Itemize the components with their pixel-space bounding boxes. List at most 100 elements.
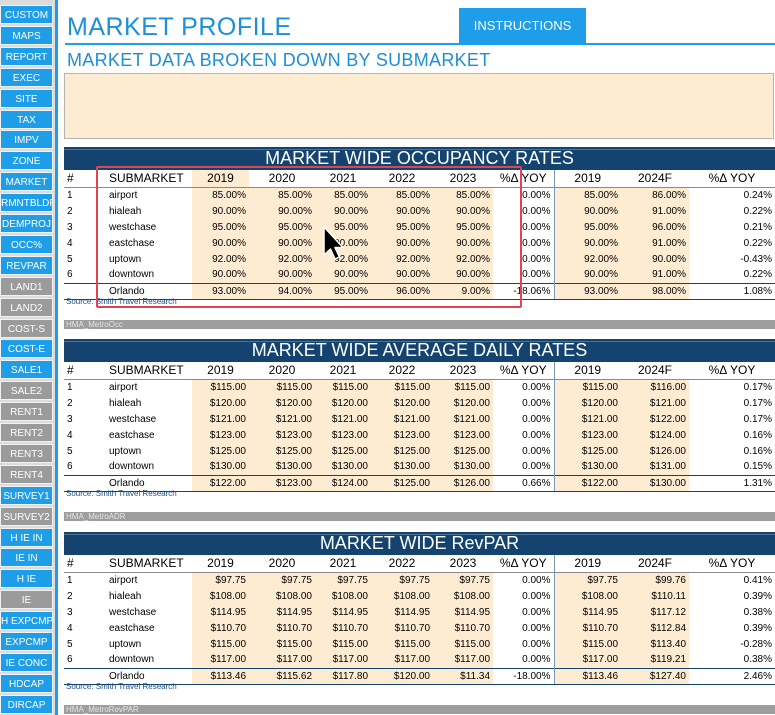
table-cell[interactable]: $115.00 bbox=[315, 636, 371, 652]
table-cell[interactable]: $113.46 bbox=[553, 667, 621, 685]
table-cell[interactable]: 0.00% bbox=[522, 413, 551, 425]
table-cell[interactable]: 0.41% bbox=[743, 574, 772, 586]
table-cell[interactable]: $97.75 bbox=[433, 572, 493, 588]
sidebar-button-h-ie[interactable]: H IE bbox=[0, 569, 53, 589]
sheet-tab-bar[interactable]: HMA_MetroRevPAR bbox=[64, 705, 775, 714]
table-cell[interactable]: 0.00% bbox=[522, 269, 551, 281]
table-cell[interactable]: $121.00 bbox=[371, 411, 433, 427]
table-cell[interactable]: $130.00 bbox=[249, 459, 315, 475]
sidebar-button-cost-e[interactable]: COST-E bbox=[0, 339, 53, 359]
table-cell[interactable]: 85.00% bbox=[433, 187, 493, 203]
table-cell[interactable]: $115.00 bbox=[192, 379, 249, 395]
table-cell[interactable]: 95.00% bbox=[315, 282, 371, 300]
table-cell[interactable]: Orlando bbox=[104, 474, 192, 492]
table-cell[interactable]: airport bbox=[109, 574, 138, 586]
table-cell[interactable]: 0.00% bbox=[522, 205, 551, 217]
table-cell[interactable]: $97.75 bbox=[192, 572, 249, 588]
table-cell[interactable]: $113.46 bbox=[192, 667, 249, 685]
table-cell[interactable]: 95.00% bbox=[371, 219, 433, 235]
table-cell[interactable]: 2 bbox=[67, 397, 73, 409]
table-cell[interactable]: $125.00 bbox=[249, 443, 315, 459]
table-cell[interactable]: $130.00 bbox=[192, 459, 249, 475]
table-cell[interactable]: 0.16% bbox=[743, 445, 772, 457]
table-cell[interactable]: 0.17% bbox=[743, 413, 772, 425]
sidebar-button-report[interactable]: REPORT bbox=[0, 46, 53, 66]
table-cell[interactable]: 85.00% bbox=[553, 187, 621, 203]
table-cell[interactable]: $130.00 bbox=[621, 474, 689, 492]
table-cell[interactable]: $97.75 bbox=[553, 572, 621, 588]
table-cell[interactable]: 0.00% bbox=[522, 429, 551, 441]
table-cell[interactable]: $121.00 bbox=[249, 411, 315, 427]
table-cell[interactable]: downtown bbox=[109, 461, 155, 473]
table-cell[interactable]: 0.22% bbox=[743, 205, 772, 217]
table-cell[interactable]: 95.00% bbox=[315, 219, 371, 235]
sheet-tab-bar[interactable]: HMA_MetroOcc bbox=[64, 320, 775, 329]
sidebar-button-land1[interactable]: LAND1 bbox=[0, 276, 53, 296]
table-cell[interactable]: $120.00 bbox=[553, 395, 621, 411]
table-cell[interactable]: eastchase bbox=[109, 429, 155, 441]
table-cell[interactable]: $114.95 bbox=[315, 604, 371, 620]
table-cell[interactable]: Orlando bbox=[104, 282, 192, 300]
sidebar-button-land2[interactable]: LAND2 bbox=[0, 297, 53, 317]
table-cell[interactable]: $120.00 bbox=[371, 395, 433, 411]
table-cell[interactable]: $117.00 bbox=[249, 652, 315, 668]
table-cell[interactable]: $108.00 bbox=[192, 588, 249, 604]
table-cell[interactable]: $115.00 bbox=[433, 379, 493, 395]
table-cell[interactable]: $123.00 bbox=[315, 427, 371, 443]
table-cell[interactable]: $117.00 bbox=[433, 652, 493, 668]
table-cell[interactable]: 0.00% bbox=[522, 654, 551, 666]
table-cell[interactable]: $123.00 bbox=[249, 474, 315, 492]
sidebar-button-hdcap[interactable]: HDCAP bbox=[0, 673, 53, 693]
table-cell[interactable]: $110.70 bbox=[249, 620, 315, 636]
table-cell[interactable]: $126.00 bbox=[621, 443, 689, 459]
table-cell[interactable]: 0.00% bbox=[522, 445, 551, 457]
table-cell[interactable]: $124.00 bbox=[315, 474, 371, 492]
sidebar-button-cost-s[interactable]: COST-S bbox=[0, 318, 53, 338]
table-cell[interactable]: 98.00% bbox=[621, 282, 689, 300]
table-cell[interactable]: 85.00% bbox=[192, 187, 249, 203]
table-cell[interactable]: uptown bbox=[109, 638, 142, 650]
table-cell[interactable]: 1.31% bbox=[689, 474, 775, 492]
table-cell[interactable]: $115.00 bbox=[553, 636, 621, 652]
table-cell[interactable]: $122.00 bbox=[553, 474, 621, 492]
table-cell[interactable]: 4 bbox=[67, 622, 73, 634]
table-cell[interactable]: $131.00 bbox=[621, 459, 689, 475]
table-cell[interactable]: 0.22% bbox=[743, 237, 772, 249]
table-cell[interactable]: $114.95 bbox=[249, 604, 315, 620]
table-cell[interactable]: 0.00% bbox=[522, 638, 551, 650]
table-cell[interactable]: 0.17% bbox=[743, 397, 772, 409]
table-cell[interactable]: 2.46% bbox=[689, 667, 775, 685]
table-cell[interactable]: 0.21% bbox=[743, 221, 772, 233]
table-cell[interactable]: $120.00 bbox=[371, 667, 433, 685]
table-cell[interactable]: 96.00% bbox=[371, 282, 433, 300]
table-cell[interactable]: 95.00% bbox=[249, 219, 315, 235]
sidebar-button-zone[interactable]: ZONE bbox=[0, 151, 53, 171]
table-cell[interactable]: $114.95 bbox=[553, 604, 621, 620]
table-cell[interactable]: 5 bbox=[67, 638, 73, 650]
sidebar-button-survey2[interactable]: SURVEY2 bbox=[0, 506, 53, 526]
table-cell[interactable]: 0.39% bbox=[743, 590, 772, 602]
table-cell[interactable]: 4 bbox=[67, 237, 73, 249]
table-cell[interactable]: 93.00% bbox=[553, 282, 621, 300]
notes-box[interactable] bbox=[64, 73, 774, 139]
table-cell[interactable]: 94.00% bbox=[249, 282, 315, 300]
table-cell[interactable]: $117.00 bbox=[192, 652, 249, 668]
table-cell[interactable]: 2 bbox=[67, 590, 73, 602]
table-cell[interactable]: $125.00 bbox=[371, 443, 433, 459]
table-cell[interactable]: 0.00% bbox=[522, 221, 551, 233]
table-cell[interactable]: $120.00 bbox=[315, 395, 371, 411]
table-cell[interactable]: 95.00% bbox=[553, 219, 621, 235]
table-cell[interactable]: $114.95 bbox=[433, 604, 493, 620]
table-cell[interactable]: 0.00% bbox=[522, 397, 551, 409]
table-cell[interactable]: 0.24% bbox=[743, 189, 772, 201]
table-cell[interactable]: downtown bbox=[109, 654, 155, 666]
table-cell[interactable]: uptown bbox=[109, 445, 142, 457]
table-cell[interactable] bbox=[64, 474, 104, 492]
table-cell[interactable]: 0.00% bbox=[522, 381, 551, 393]
sidebar-button-exec[interactable]: EXEC bbox=[0, 67, 53, 87]
table-cell[interactable]: 90.00% bbox=[553, 203, 621, 219]
table-cell[interactable]: 6 bbox=[67, 461, 73, 473]
table-cell[interactable]: 90.00% bbox=[433, 235, 493, 251]
table-cell[interactable]: 90.00% bbox=[249, 203, 315, 219]
table-cell[interactable]: westchase bbox=[109, 221, 157, 233]
